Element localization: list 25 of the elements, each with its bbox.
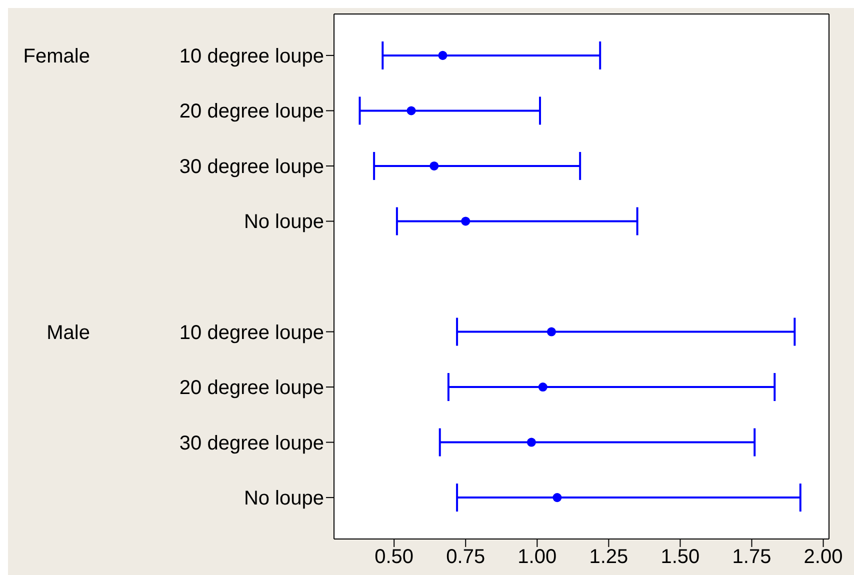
y-tick-label: 10 degree loupe bbox=[179, 45, 324, 68]
y-tick-label: 10 degree loupe bbox=[179, 322, 324, 344]
y-tick-label: No loupe bbox=[244, 488, 324, 510]
y-tick-label: 20 degree loupe bbox=[179, 100, 324, 123]
point bbox=[526, 438, 536, 447]
text: Female bbox=[23, 45, 90, 68]
point bbox=[438, 50, 448, 60]
point bbox=[406, 106, 416, 116]
point bbox=[546, 327, 556, 336]
point bbox=[538, 382, 548, 392]
x-tick-label: 1.75 bbox=[732, 546, 772, 568]
point bbox=[552, 493, 562, 502]
y-tick-label: No loupe bbox=[244, 211, 324, 234]
point bbox=[430, 161, 439, 170]
x-tick-label: 0.75 bbox=[446, 546, 486, 568]
x-tick-label: 1.00 bbox=[518, 546, 557, 568]
y-tick-label: 30 degree loupe bbox=[179, 156, 324, 178]
x-tick-label: 1.50 bbox=[660, 546, 700, 568]
y-tick-label: 20 degree loupe bbox=[179, 377, 324, 400]
x-tick-label: 2.00 bbox=[804, 546, 843, 568]
y-tick-label: 30 degree loupe bbox=[179, 432, 324, 454]
point bbox=[461, 216, 470, 226]
text: Male bbox=[46, 322, 90, 344]
x-tick-label: 1.25 bbox=[589, 546, 628, 568]
x-tick-label: 0.50 bbox=[374, 546, 414, 568]
